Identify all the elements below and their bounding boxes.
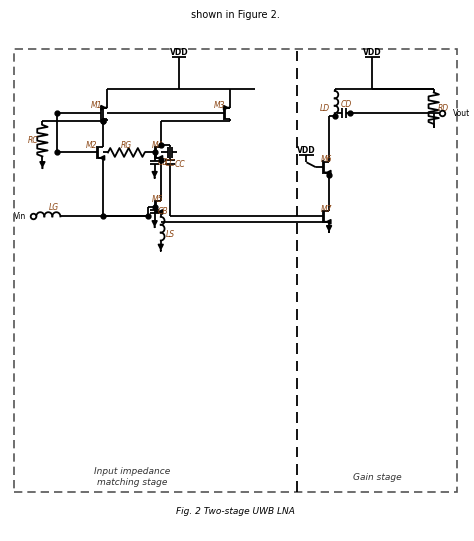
Text: M7: M7 [320, 204, 332, 214]
Text: LS: LS [165, 229, 175, 239]
Text: M1: M1 [91, 101, 102, 110]
Text: LD: LD [320, 104, 330, 113]
Text: M5: M5 [152, 195, 164, 203]
Text: VDD: VDD [170, 48, 189, 57]
Text: Vin: Vin [14, 212, 26, 221]
Text: LG: LG [49, 203, 59, 212]
Text: Fig. 2 Two-stage UWB LNA: Fig. 2 Two-stage UWB LNA [176, 507, 295, 516]
Text: CC: CC [174, 160, 185, 169]
Text: RG: RG [121, 141, 132, 149]
Text: M2: M2 [86, 141, 97, 149]
Text: RC: RC [27, 136, 38, 145]
Text: M3: M3 [213, 101, 225, 110]
Text: CD: CD [341, 100, 352, 109]
Text: Gain stage: Gain stage [353, 473, 401, 481]
Text: VDD: VDD [363, 48, 382, 57]
Text: shown in Figure 2.: shown in Figure 2. [191, 10, 280, 20]
Text: CB: CB [158, 207, 168, 216]
Text: Input impedance
matching stage: Input impedance matching stage [94, 467, 170, 487]
Text: CB: CB [158, 158, 168, 167]
Text: VDD: VDD [297, 147, 316, 155]
Text: M4: M4 [152, 141, 164, 149]
Text: RD: RD [438, 104, 449, 113]
Text: CC: CC [165, 159, 175, 168]
Text: Vout: Vout [453, 109, 470, 117]
Text: M6: M6 [320, 155, 332, 164]
